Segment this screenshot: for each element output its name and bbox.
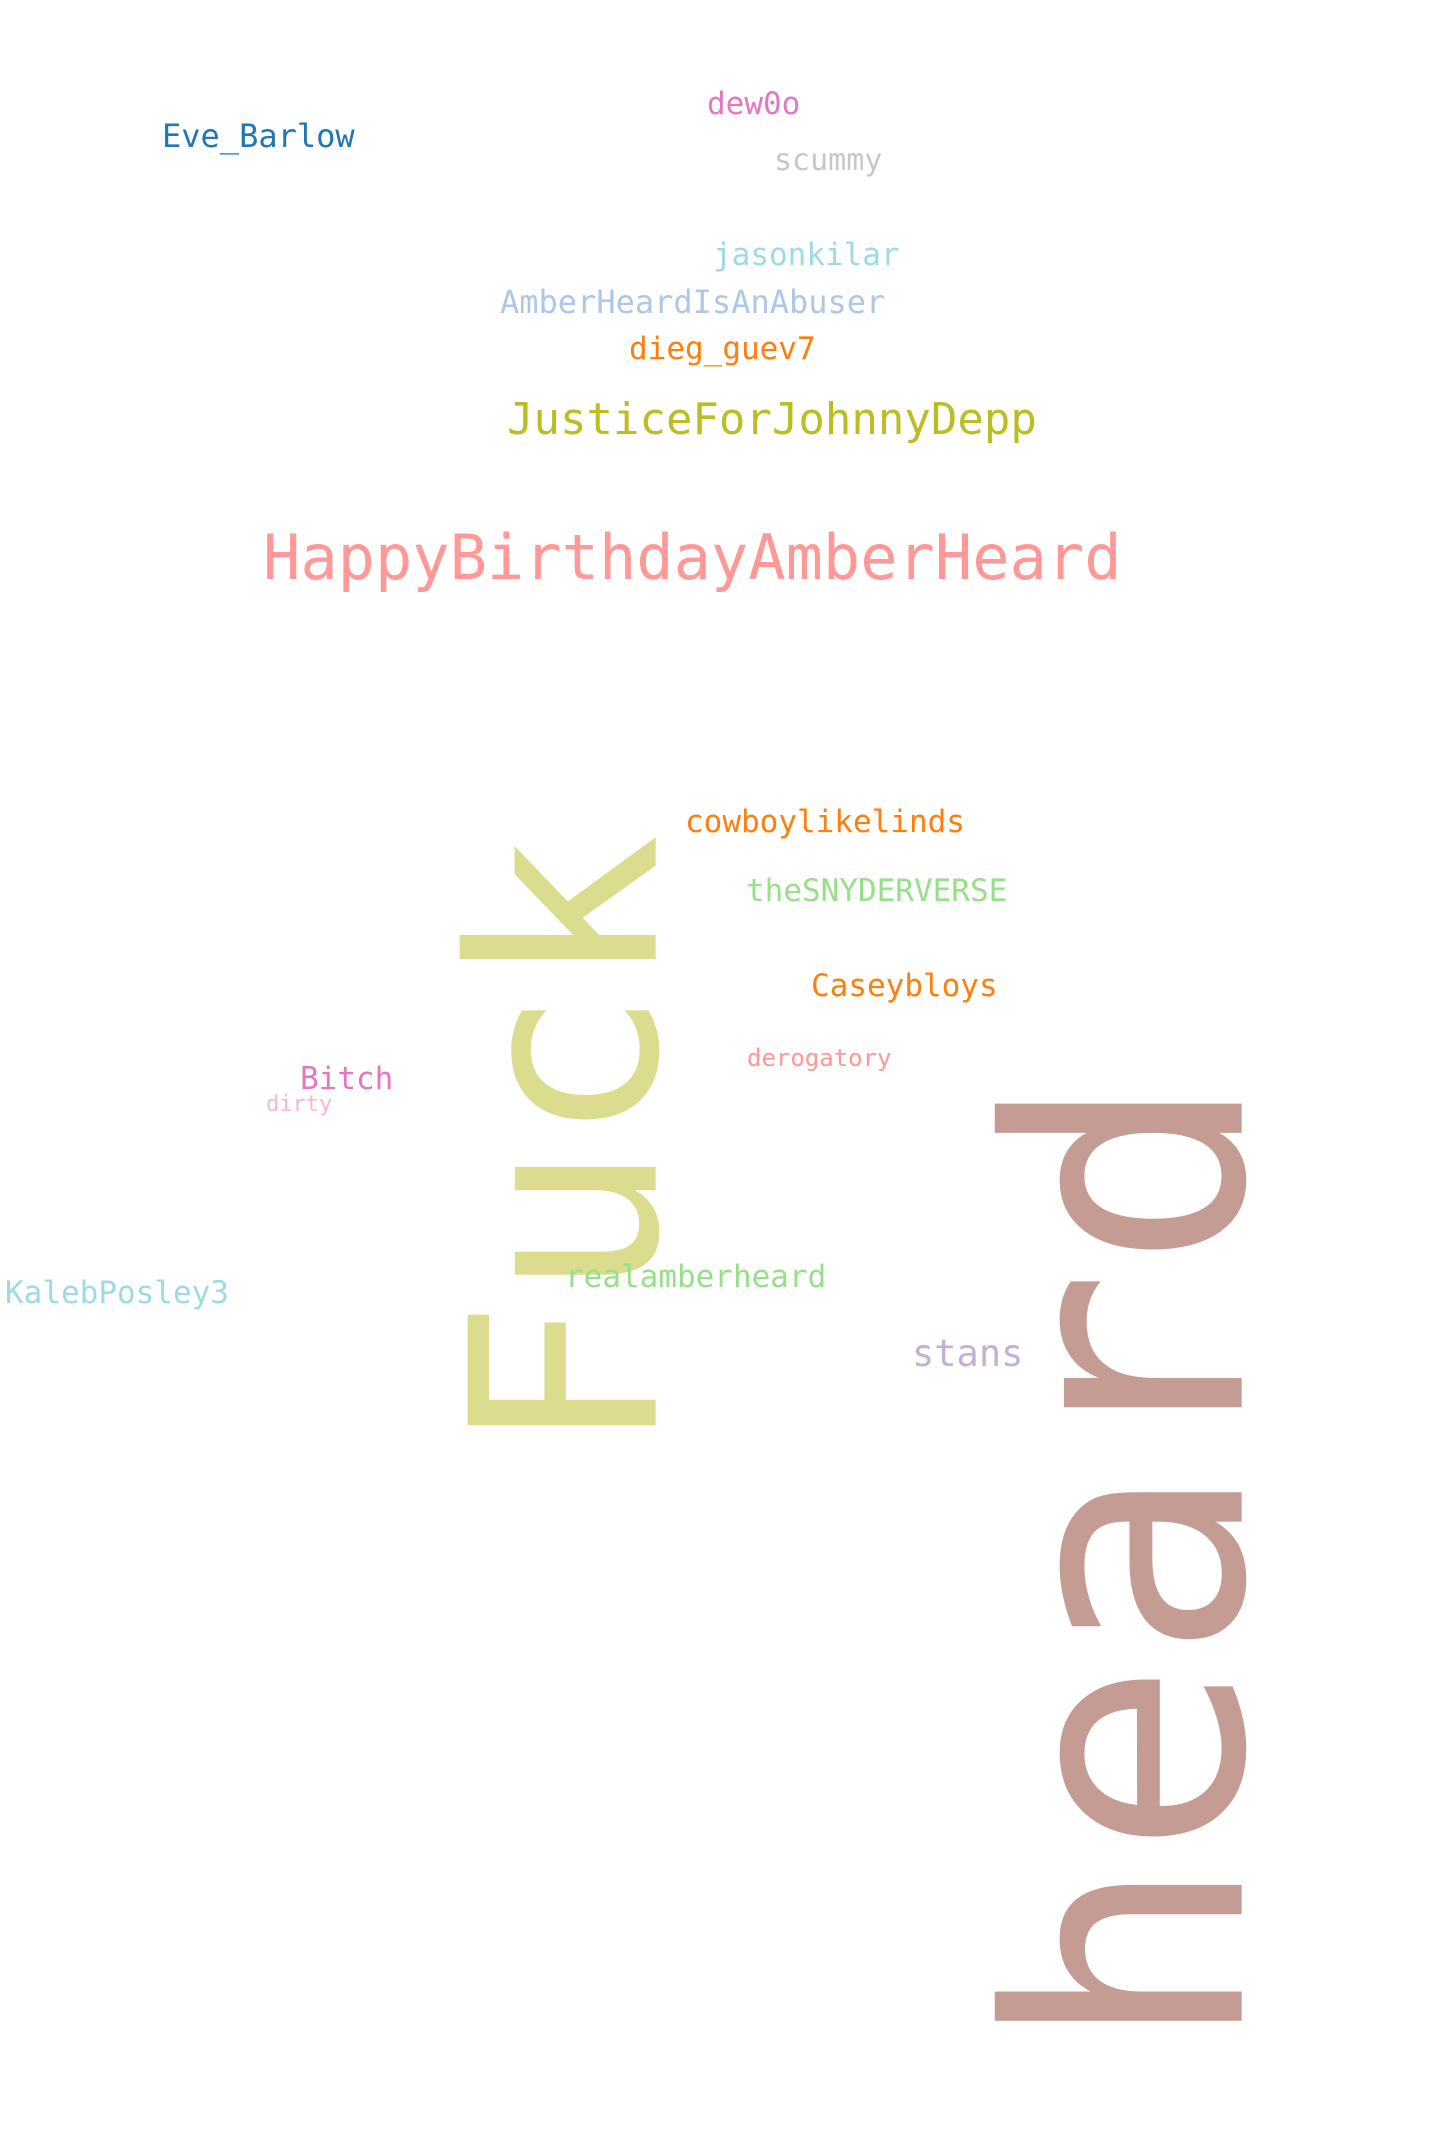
word-realamberheard: realamberheard [565, 1259, 827, 1295]
word-derogatory: derogatory [747, 1044, 892, 1072]
word-amberheardisanabuser: AmberHeardIsAnAbuser [500, 283, 886, 321]
word-heard: heard [939, 1073, 1319, 2052]
word-dieg-guev7: dieg_guev7 [629, 331, 816, 367]
word-kalebposley3: KalebPosley3 [5, 1275, 229, 1311]
word-bitch: Bitch [300, 1061, 394, 1097]
word-cowboylikelinds: cowboylikelinds [685, 804, 965, 840]
word-dew0o: dew0o [707, 86, 801, 122]
word-thesnyderverse: theSNYDERVERSE [746, 873, 1008, 909]
word-jasonkilar: jasonkilar [713, 237, 900, 273]
word-stans: stans [912, 1332, 1024, 1375]
word-caseybloys: Caseybloys [811, 968, 998, 1004]
word-fuck: Fuck [416, 833, 717, 1455]
word-happybirthdayamberheard: HappyBirthdayAmberHeard [263, 521, 1122, 594]
word-justiceforjohnnydepp: JusticeForJohnnyDepp [507, 394, 1037, 445]
word-scummy: scummy [774, 143, 883, 178]
word-cloud: amber heard Fuck HappyBirthdayAmberHeard… [5, 86, 1319, 2052]
word-eve-barlow: Eve_Barlow [162, 117, 355, 155]
word-dirty: dirty [266, 1092, 333, 1117]
